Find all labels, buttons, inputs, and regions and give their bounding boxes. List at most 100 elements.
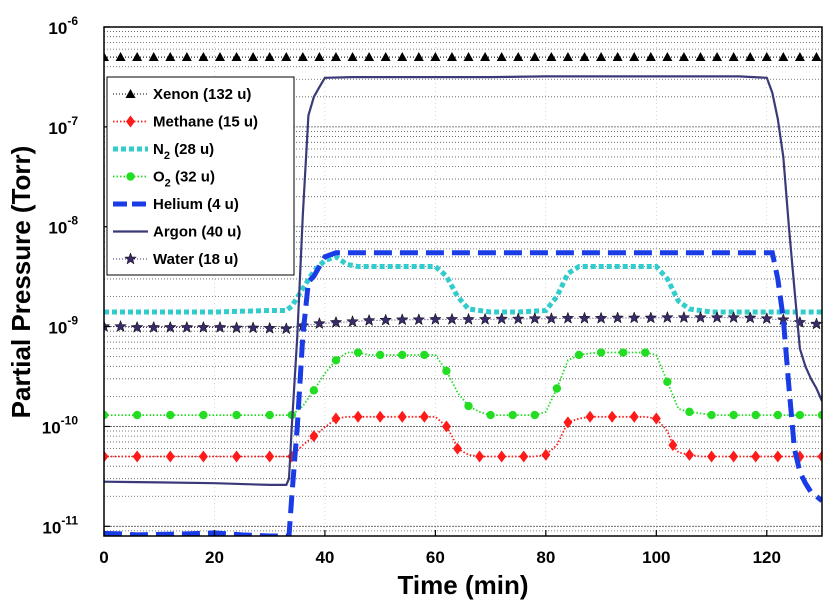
data-point <box>314 52 325 62</box>
data-point <box>729 450 739 463</box>
data-point <box>231 52 242 62</box>
data-point <box>380 52 391 62</box>
data-point <box>346 314 359 328</box>
data-point <box>330 52 341 62</box>
data-point <box>480 52 491 62</box>
data-point <box>126 115 135 128</box>
legend-item-water: Water (18 u) <box>113 251 238 268</box>
data-point <box>508 410 517 420</box>
data-point <box>130 320 144 333</box>
data-point <box>751 410 760 420</box>
data-point <box>165 450 175 463</box>
data-point <box>729 410 738 420</box>
series-helium <box>104 250 822 536</box>
data-point <box>248 52 259 62</box>
data-point <box>279 322 293 335</box>
data-point <box>395 313 409 326</box>
series-group <box>104 52 822 536</box>
data-point <box>596 348 606 357</box>
data-point <box>618 348 628 357</box>
data-point <box>430 52 441 62</box>
data-point <box>644 311 658 324</box>
data-point <box>419 410 429 423</box>
legend-item-helium: Helium (4 u) <box>113 196 239 213</box>
data-point <box>541 448 551 461</box>
data-point <box>811 52 822 62</box>
legend-label: Water (18 u) <box>153 251 238 268</box>
data-point <box>463 52 474 62</box>
data-point <box>309 430 319 443</box>
data-point <box>331 412 341 425</box>
data-point <box>232 410 241 420</box>
data-point <box>265 450 275 463</box>
data-point <box>761 52 772 62</box>
legend-label: N2 (28 u) <box>153 141 214 162</box>
legend-label: Helium (4 u) <box>153 196 239 213</box>
x-tick-label: 80 <box>536 548 555 567</box>
data-point <box>347 52 358 62</box>
data-point <box>727 310 740 324</box>
data-point <box>745 52 756 62</box>
data-point <box>353 410 363 423</box>
data-point <box>163 320 177 333</box>
data-point <box>213 320 227 333</box>
data-point <box>707 410 716 420</box>
data-point <box>375 350 385 360</box>
data-point <box>104 410 109 420</box>
data-point <box>362 313 376 326</box>
data-point <box>329 315 343 328</box>
data-point <box>561 311 575 324</box>
data-point <box>452 442 462 455</box>
data-point <box>552 384 562 393</box>
data-point <box>511 312 525 325</box>
data-point <box>496 52 507 62</box>
y-tick-label: 10-6 <box>48 14 78 38</box>
plot-frame <box>103 26 823 537</box>
data-point <box>198 450 208 463</box>
data-point <box>795 410 805 420</box>
data-point <box>519 450 529 463</box>
data-point <box>707 450 717 463</box>
data-point <box>199 410 208 420</box>
legend-label: O2 (32 u) <box>153 169 215 190</box>
x-axis-label: Time (min) <box>398 570 529 600</box>
data-point <box>563 416 573 429</box>
data-point <box>198 52 209 62</box>
legend-item-xenon: Xenon (132 u) <box>113 86 251 103</box>
data-point <box>596 52 607 62</box>
data-point <box>462 312 475 325</box>
data-point <box>629 410 639 423</box>
data-point <box>773 410 783 420</box>
data-point <box>125 89 136 98</box>
data-point <box>166 410 175 420</box>
data-point <box>778 52 789 62</box>
data-point <box>165 52 176 62</box>
data-point <box>810 317 822 330</box>
data-point <box>263 321 277 334</box>
data-point <box>662 52 673 62</box>
data-point <box>429 312 442 325</box>
data-point <box>309 386 319 395</box>
data-point <box>420 350 429 360</box>
data-point <box>495 312 509 325</box>
data-point <box>132 52 143 62</box>
data-point <box>331 356 341 365</box>
legend-label: Methane (15 u) <box>153 114 258 131</box>
series-methane <box>104 410 822 463</box>
legend-label: Xenon (132 u) <box>153 86 251 103</box>
legend-item-methane: Methane (15 u) <box>113 114 258 131</box>
data-point <box>677 310 691 324</box>
data-point <box>147 320 161 333</box>
data-point <box>685 407 694 417</box>
x-tick-label: 100 <box>642 548 670 567</box>
data-point <box>728 52 739 62</box>
data-point <box>594 311 608 324</box>
data-point <box>297 52 308 62</box>
series-line <box>104 254 822 315</box>
data-point <box>743 311 757 324</box>
y-tick-label: 10-11 <box>42 513 78 537</box>
data-point <box>663 377 672 387</box>
data-point <box>478 312 492 325</box>
x-tick-labels: 0 20 40 60 80 100 120 <box>99 530 781 567</box>
data-point <box>475 450 485 463</box>
